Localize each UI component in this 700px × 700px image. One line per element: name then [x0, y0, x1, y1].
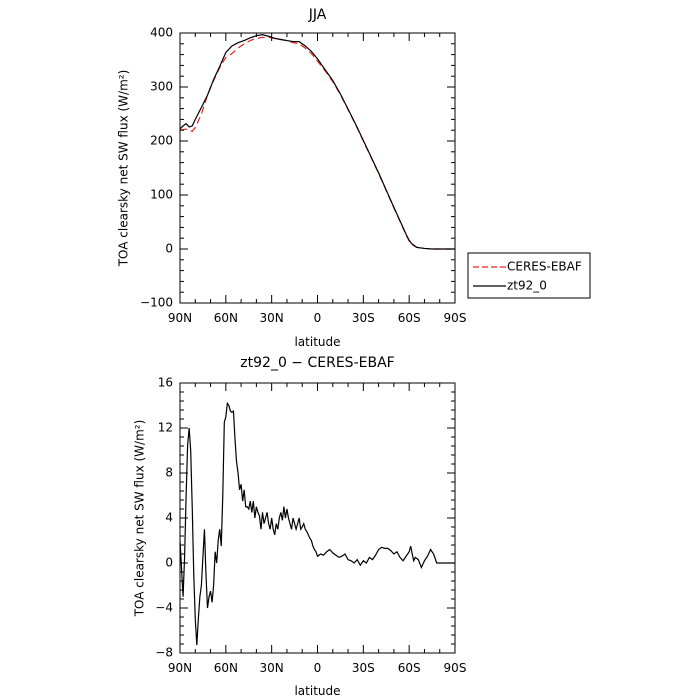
x-axis-label: latitude — [294, 335, 340, 349]
x-axis-label: latitude — [294, 684, 340, 698]
y-tick-label: 12 — [158, 421, 173, 435]
x-tick-label: 60N — [214, 311, 238, 325]
x-tick-label: 0 — [314, 311, 322, 325]
top-panel: JJA 90N 60N 30N 0 30S 60S 90S −100 0 100 200 300 400 l… — [117, 7, 591, 349]
x-tick-label: 90N — [168, 311, 192, 325]
y-tick-label: 100 — [150, 188, 173, 202]
y-tick-label: 0 — [165, 556, 173, 570]
y-axis-label: TOA clearsky net SW flux (W/m²) — [117, 70, 131, 268]
legend-entry-label: zt92_0 — [507, 279, 547, 293]
y-axis-label: TOA clearsky net SW flux (W/m²) — [133, 420, 147, 618]
series-line-ceres-ebaf — [180, 36, 455, 250]
x-tick-label: 90S — [444, 661, 467, 675]
y-tick-label: −100 — [140, 296, 173, 310]
x-tick-label: 30S — [352, 311, 375, 325]
legend-box — [467, 252, 591, 299]
y-tick-label: −4 — [155, 601, 173, 615]
legend-entry-label: CERES-EBAF — [507, 260, 582, 274]
x-tick-label: 60S — [398, 311, 421, 325]
x-tick-label: 0 — [314, 661, 322, 675]
plot-frame — [179, 382, 456, 654]
x-tick-label: 90N — [168, 661, 192, 675]
x-tick-label: 30N — [260, 311, 284, 325]
plot-frame — [179, 32, 456, 304]
y-tick-label: 0 — [165, 242, 173, 256]
chart-title: zt92_0 − CERES-EBAF — [240, 355, 394, 371]
y-tick-label: 300 — [150, 80, 173, 94]
y-tick-label: 400 — [150, 26, 173, 40]
y-tick-label: 4 — [165, 511, 173, 525]
x-tick-label: 60N — [214, 661, 238, 675]
bottom-panel: zt92_0 − CERES-EBAF 90N 60N 30N 0 30S 60S 90S −8… — [133, 355, 467, 698]
series-line-zt92-0 — [180, 34, 455, 250]
y-tick-label: 16 — [158, 376, 173, 390]
x-tick-label: 30S — [352, 661, 375, 675]
legend: CERES-EBAF zt92_0 — [467, 252, 591, 299]
x-tick-label: 30N — [260, 661, 284, 675]
chart-title: JJA — [308, 7, 327, 23]
x-tick-label: 60S — [398, 661, 421, 675]
y-tick-label: −8 — [155, 646, 173, 660]
x-tick-label: 90S — [444, 311, 467, 325]
series-line-diff-0 — [180, 401, 455, 646]
y-tick-label: 8 — [165, 466, 173, 480]
y-tick-label: 200 — [150, 134, 173, 148]
